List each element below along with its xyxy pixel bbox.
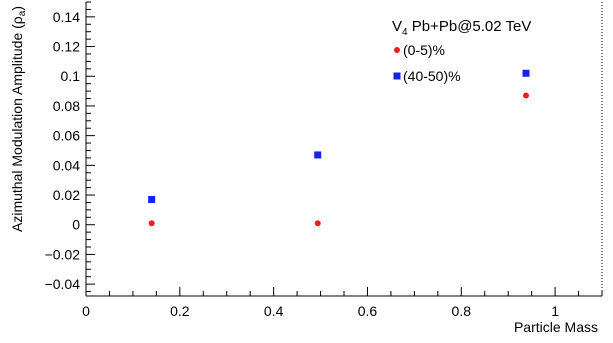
x-tick-label: 0 xyxy=(82,303,90,319)
point-series-1 xyxy=(523,92,530,99)
point-series-1 xyxy=(148,220,155,227)
x-axis: 0 0.2 0.4 0.6 0.8 1 xyxy=(82,287,603,319)
point-series-2 xyxy=(148,195,156,203)
y-tick-label: 0.12 xyxy=(53,39,80,55)
y-tick-label: 0.1 xyxy=(61,68,81,84)
legend-title: V4 Pb+Pb@5.02 TeV xyxy=(392,18,531,38)
point-series-2 xyxy=(522,69,530,77)
legend: V4 Pb+Pb@5.02 TeV (0-5)% (40-50)% xyxy=(392,18,531,84)
y-tick-label: 0.08 xyxy=(53,98,80,114)
y-tick-label: −0.02 xyxy=(45,246,81,262)
y-tick-label: 0.14 xyxy=(53,9,80,25)
y-axis: −0.04 −0.02 0 0.02 0.04 0.06 0.08 0.1 0.12 0.14 xyxy=(45,1,95,292)
plot-frame xyxy=(85,2,603,297)
data-points xyxy=(148,69,530,227)
point-series-1 xyxy=(314,220,321,227)
y-tick-label: 0.02 xyxy=(53,187,80,203)
x-tick-label: 0.2 xyxy=(170,303,190,319)
legend-label: (40-50)% xyxy=(403,68,461,84)
x-tick-label: 0.8 xyxy=(452,303,472,319)
y-tick-label: 0 xyxy=(72,217,80,233)
y-tick-label: 0.06 xyxy=(53,128,80,144)
legend-marker xyxy=(394,47,400,53)
y-tick-label: −0.04 xyxy=(45,276,81,292)
x-tick-label: 0.6 xyxy=(358,303,378,319)
legend-label: (0-5)% xyxy=(403,42,445,58)
y-tick-label: 0.04 xyxy=(53,157,80,173)
y-axis-label: Azimuthal Modulation Amplitude (ρa) xyxy=(9,6,28,232)
x-tick-label: 1 xyxy=(551,303,559,319)
x-tick-label: 0.4 xyxy=(264,303,284,319)
point-series-2 xyxy=(314,151,322,159)
legend-marker xyxy=(393,72,401,80)
x-axis-label: Particle Mass xyxy=(514,319,598,335)
